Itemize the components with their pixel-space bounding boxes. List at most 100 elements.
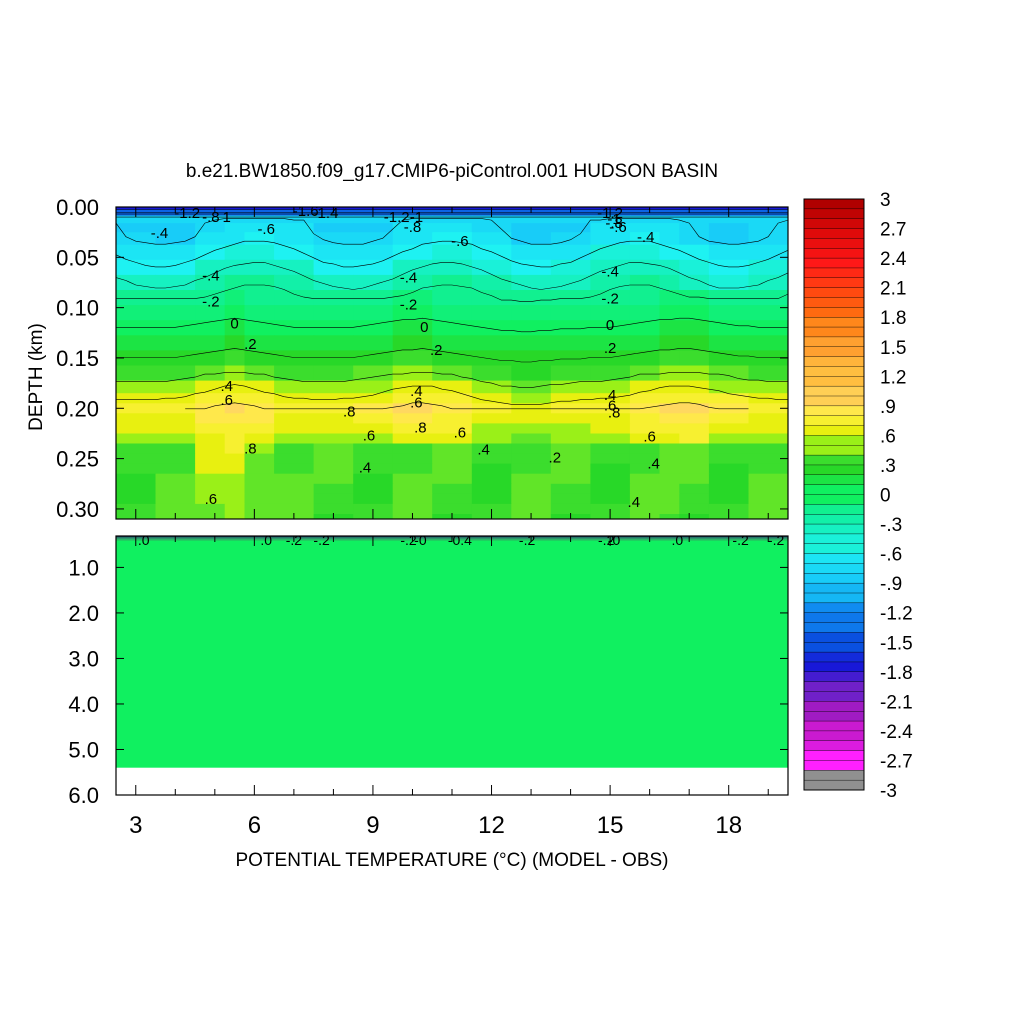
colorbar-swatch — [803, 632, 865, 643]
upper-cell — [224, 320, 246, 336]
contour-line — [116, 240, 788, 268]
upper-cell — [708, 259, 749, 276]
upper-cell — [629, 514, 661, 519]
upper-cell — [550, 433, 591, 445]
colorbar-swatch — [803, 297, 865, 308]
upper-cell — [550, 274, 591, 291]
upper-cell — [274, 335, 315, 351]
upper-cell — [195, 483, 226, 495]
upper-cell — [116, 350, 157, 367]
upper-cell — [432, 483, 473, 495]
upper-cell — [392, 423, 433, 435]
colorbar-swatch — [803, 385, 865, 397]
upper-cell — [511, 232, 552, 246]
colorbar-label: -2.7 — [880, 752, 913, 773]
upper-cell — [392, 393, 433, 404]
upper-cell — [244, 223, 275, 233]
upper-cell — [550, 453, 591, 465]
upper-cell — [679, 223, 710, 233]
upper-cell — [708, 215, 749, 224]
colorbar-swatch — [803, 257, 865, 269]
upper-cell — [471, 215, 512, 224]
upper-cell — [274, 433, 315, 445]
upper-cell — [195, 413, 226, 424]
upper-cell — [392, 473, 433, 485]
colorbar-swatch — [803, 671, 865, 683]
upper-cell — [550, 423, 591, 435]
upper-cell — [511, 453, 552, 465]
upper-cell — [155, 335, 196, 351]
upper-cell — [224, 433, 246, 445]
contour-label: .8 — [244, 441, 257, 458]
x-tick-label: 15 — [597, 812, 624, 839]
upper-cell — [195, 423, 226, 435]
lower-depth-panel: .0 .0 -.2 -.2 -.2 -0 -0.4 -.2 -.2 -0 .0 -.2 -.2 1.0 2… — [68, 207, 789, 839]
upper-cell — [244, 305, 275, 321]
colorbar-label: 3 — [880, 190, 891, 211]
upper-cell — [708, 244, 749, 261]
upper-cell — [155, 380, 196, 394]
upper-cell — [116, 483, 157, 495]
upper-cell — [244, 473, 275, 485]
upper-cell — [274, 493, 315, 505]
colorbar-swatch — [803, 592, 865, 604]
upper-cell — [313, 305, 354, 321]
upper-cell — [224, 463, 246, 475]
upper-cell — [244, 483, 275, 495]
upper-cell — [679, 433, 710, 445]
upper-cell — [679, 274, 710, 291]
contour-label: .4 — [477, 442, 490, 459]
y-axis-label: DEPTH (km) — [26, 323, 47, 431]
upper-cell — [659, 305, 680, 321]
upper-cell — [679, 514, 710, 519]
upper-cell — [244, 207, 275, 211]
upper-cell — [353, 493, 394, 505]
upper-cell — [550, 244, 591, 261]
upper-cell — [313, 493, 354, 505]
upper-cell — [432, 305, 473, 321]
upper-cell — [313, 453, 354, 465]
upper-cell — [313, 463, 354, 475]
upper-cell — [708, 232, 749, 246]
upper-cell — [748, 443, 788, 455]
contour-label: -1 — [607, 211, 620, 228]
lower-contour-label: -0.4 — [448, 532, 472, 548]
upper-cell — [748, 305, 788, 321]
contour-label: -.4 — [151, 225, 169, 242]
colorbar-swatch — [803, 366, 865, 377]
colorbar-frame — [803, 198, 865, 791]
upper-cell — [748, 413, 788, 424]
upper-cell — [748, 433, 788, 445]
upper-cell — [432, 244, 473, 261]
upper-cell — [274, 413, 315, 424]
upper-cell — [244, 423, 275, 435]
upper-cell — [224, 453, 246, 465]
upper-cell — [590, 433, 631, 445]
upper-cell — [353, 274, 394, 291]
upper-cell — [313, 423, 354, 435]
upper-cell — [392, 433, 433, 445]
colorbar-swatch — [803, 523, 865, 535]
upper-cell — [195, 463, 226, 475]
contour-label: .4 — [220, 378, 233, 395]
upper-cell — [659, 433, 680, 445]
upper-cell — [392, 232, 433, 246]
upper-cell — [313, 244, 354, 261]
upper-cell — [313, 232, 354, 246]
upper-cell — [313, 433, 354, 445]
upper-cell — [313, 223, 354, 233]
y-tick-label: 0.10 — [56, 296, 99, 321]
contour-label: -.4 — [202, 267, 220, 284]
upper-cell — [244, 350, 275, 367]
upper-cell — [313, 443, 354, 455]
upper-cell — [313, 473, 354, 485]
upper-cell — [353, 443, 394, 455]
upper-cell — [550, 380, 591, 394]
upper-cell — [659, 207, 680, 211]
contour-label: .4 — [410, 383, 423, 400]
upper-cell — [432, 290, 473, 306]
contour-line — [116, 384, 788, 405]
upper-cell — [708, 493, 749, 505]
upper-cell — [659, 223, 680, 233]
upper-cell — [708, 443, 749, 455]
